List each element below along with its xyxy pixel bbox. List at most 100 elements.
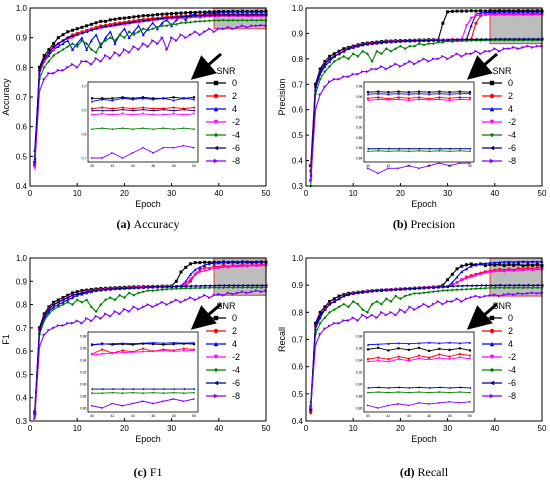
inset-data-point [141,342,145,345]
zoom-arrow [190,52,222,80]
data-point [212,18,216,22]
panel-caption: (b) Precision [393,217,455,231]
data-point [61,42,65,46]
inset-x-tick-label: 40 [90,414,94,418]
inset-data-point [407,97,410,100]
data-point [80,291,84,295]
y-tick-label: 0.7 [292,80,304,89]
inset-data-point [90,128,94,131]
x-tick-label: 10 [349,424,358,433]
data-point [512,45,516,49]
data-point [318,332,322,336]
inset-data-point [101,127,104,130]
legend-entry: -2 [482,117,516,127]
data-point [365,316,369,320]
x-tick-label: 20 [396,189,405,198]
legend-marker [489,158,495,164]
data-point [328,299,332,303]
legend-title: SNR [216,301,236,311]
data-point [474,287,478,291]
data-point [493,13,497,17]
inset-data-point [387,93,390,96]
y-tick-label: 0.7 [16,324,28,333]
data-point [193,272,197,276]
data-point [323,85,327,89]
x-tick-label: 40 [214,424,223,433]
data-point [417,286,421,290]
data-point [52,45,56,49]
x-tick-label: 0 [304,189,309,198]
data-point [259,10,263,14]
legend-label: 4 [508,104,513,114]
data-point [70,291,74,295]
inset-data-point [192,388,196,391]
data-point [151,289,155,293]
data-point [356,302,360,306]
legend-label: -6 [232,378,240,388]
inset-data-point [192,128,196,131]
data-point [85,30,89,34]
inset-zoom: 40 42 44 46 48 50 0.7 0.8 0.9 1.0 [82,81,199,168]
series--6 [309,37,544,178]
data-point [483,13,487,17]
x-tick-label: 30 [167,189,176,198]
inset-data-point [90,107,94,110]
legend-entry: -8 [482,391,516,401]
data-point [361,308,365,312]
inset-data-point [468,150,472,153]
inset-y-tick-label: 0.90 [356,383,363,387]
data-point [137,30,141,34]
data-point [245,18,249,22]
data-point [521,286,525,290]
data-point [132,15,136,19]
data-point [203,286,207,290]
data-point [118,287,122,291]
data-point [455,38,459,42]
data-point [179,300,183,304]
data-point [356,72,360,76]
data-point [80,300,84,304]
data-point [42,314,46,318]
data-point [498,49,502,53]
legend-label: 0 [232,78,237,88]
data-point [245,13,249,17]
data-point [179,270,183,274]
inset-data-point [192,349,196,352]
plot-frame [29,257,267,422]
inset-data-point [417,90,421,93]
inset-data-point [458,347,461,350]
data-point [184,18,188,22]
inset-data-point [428,147,431,150]
data-point [502,13,506,17]
data-point [151,305,155,309]
data-point [521,45,525,49]
inset-data-point [377,356,380,359]
zoom-region [489,257,543,297]
data-point [507,292,511,296]
legend-label: -8 [232,156,240,166]
inset-data-point [131,98,134,101]
data-point [61,300,65,304]
inset-zoom: 40 42 44 46 48 50 0.86 0.88 0.90 0.92 0.94 0.96 0.98 [80,331,199,418]
legend-label: -2 [232,352,240,362]
data-point [464,284,468,288]
inset-data-point [458,342,461,345]
data-point [118,16,122,20]
inset-series-4 [366,92,472,96]
data-point [446,57,450,61]
data-point [61,296,65,300]
inset-data-point [397,147,400,150]
inset-data-point [417,390,421,394]
inset-data-point [172,96,175,99]
caption-letter: (d) [400,465,415,479]
data-point [516,291,520,295]
data-point [431,290,435,294]
data-point [526,291,530,295]
inset-data-point [438,353,441,356]
inset-data-point [90,343,94,347]
data-point [427,42,431,46]
data-point [141,19,145,23]
data-point [384,313,388,317]
inset-data-point [162,127,165,130]
inset-data-point [152,109,155,112]
